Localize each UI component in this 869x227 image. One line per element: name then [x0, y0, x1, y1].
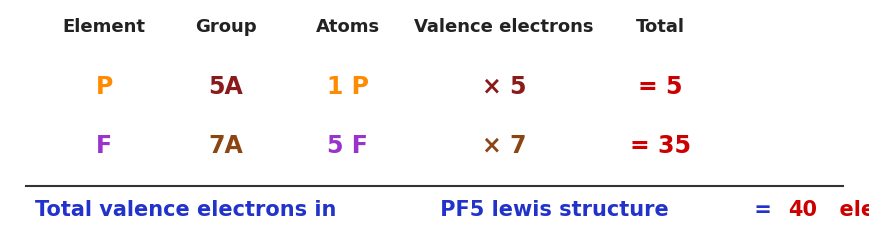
Text: F: F — [96, 133, 112, 157]
Text: Total: Total — [636, 18, 685, 36]
Text: =: = — [746, 199, 779, 219]
Text: Atoms: Atoms — [315, 18, 380, 36]
Text: × 7: × 7 — [481, 133, 527, 157]
Text: PF5 lewis structure: PF5 lewis structure — [433, 199, 676, 219]
Text: 40: 40 — [788, 199, 817, 219]
Text: 5 F: 5 F — [327, 133, 368, 157]
Text: Valence electrons: Valence electrons — [415, 18, 594, 36]
Text: × 5: × 5 — [481, 74, 527, 98]
Text: electrons: electrons — [826, 199, 869, 219]
Text: 1 P: 1 P — [327, 74, 368, 98]
Text: 5A: 5A — [209, 74, 243, 98]
Text: Element: Element — [63, 18, 146, 36]
Text: = 35: = 35 — [630, 133, 691, 157]
Text: 7A: 7A — [209, 133, 243, 157]
Text: Group: Group — [196, 18, 256, 36]
Text: Total valence electrons in: Total valence electrons in — [35, 199, 343, 219]
Text: = 5: = 5 — [638, 74, 683, 98]
Text: P: P — [96, 74, 113, 98]
